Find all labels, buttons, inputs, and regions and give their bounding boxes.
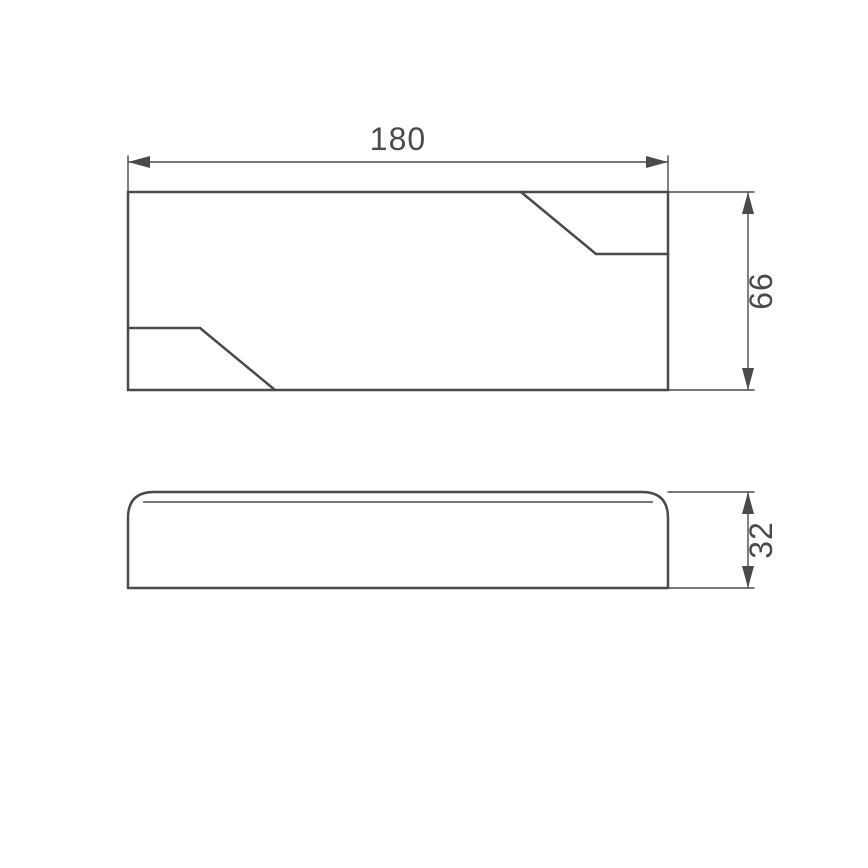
dim-depth-label: 66 bbox=[743, 272, 779, 310]
dim-width-label: 180 bbox=[370, 121, 426, 157]
side-view-outline bbox=[128, 492, 668, 588]
top-view-outline bbox=[128, 192, 668, 390]
dim-height-label: 32 bbox=[743, 521, 779, 559]
